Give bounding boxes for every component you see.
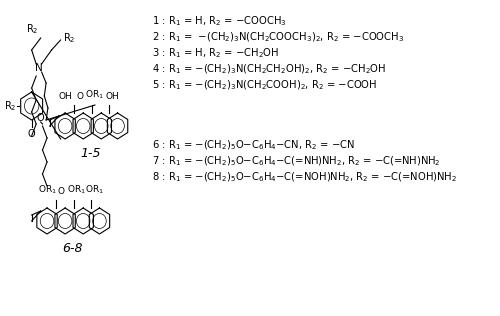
Text: O: O	[28, 129, 36, 139]
Text: OR$_1$: OR$_1$	[68, 184, 86, 196]
Text: R$_2$: R$_2$	[26, 22, 39, 36]
Text: 6 : R$_1$ = −(CH$_2$)$_5$O−C$_6$H$_4$−CN, R$_2$ = −CN: 6 : R$_1$ = −(CH$_2$)$_5$O−C$_6$H$_4$−CN…	[152, 138, 355, 152]
Text: R$_2$: R$_2$	[4, 99, 16, 113]
Text: 5 : R$_1$ = −(CH$_2$)$_3$N(CH$_2$COOH)$_2$, R$_2$ = −COOH: 5 : R$_1$ = −(CH$_2$)$_3$N(CH$_2$COOH)$_…	[152, 78, 378, 92]
Text: N: N	[35, 63, 43, 73]
Text: O: O	[37, 113, 44, 123]
Text: 1 : R$_1$ = H, R$_2$ = −COOCH$_3$: 1 : R$_1$ = H, R$_2$ = −COOCH$_3$	[152, 14, 286, 28]
Text: 8 : R$_1$ = −(CH$_2$)$_5$O−C$_6$H$_4$−C(=NOH)NH$_2$, R$_2$ = −C(=NOH)NH$_2$: 8 : R$_1$ = −(CH$_2$)$_5$O−C$_6$H$_4$−C(…	[152, 170, 457, 184]
Text: 6-8: 6-8	[62, 242, 82, 255]
Text: O: O	[76, 92, 83, 101]
Text: 3 : R$_1$ = H, R$_2$ = −CH$_2$OH: 3 : R$_1$ = H, R$_2$ = −CH$_2$OH	[152, 46, 279, 60]
Text: 4 : R$_1$ = −(CH$_2$)$_3$N(CH$_2$CH$_2$OH)$_2$, R$_2$ = −CH$_2$OH: 4 : R$_1$ = −(CH$_2$)$_3$N(CH$_2$CH$_2$O…	[152, 62, 386, 76]
Text: 2 : R$_1$ =  −(CH$_2$)$_3$N(CH$_2$COOCH$_3$)$_2$, R$_2$ = −COOCH$_3$: 2 : R$_1$ = −(CH$_2$)$_3$N(CH$_2$COOCH$_…	[152, 30, 405, 44]
Text: OR$_1$: OR$_1$	[86, 88, 104, 101]
Text: 1-5: 1-5	[80, 147, 100, 160]
Text: 7 : R$_1$ = −(CH$_2$)$_5$O−C$_6$H$_4$−C(=NH)NH$_2$, R$_2$ = −C(=NH)NH$_2$: 7 : R$_1$ = −(CH$_2$)$_5$O−C$_6$H$_4$−C(…	[152, 154, 440, 167]
Text: OR$_1$: OR$_1$	[84, 184, 103, 196]
Text: R$_2$: R$_2$	[64, 31, 76, 45]
Text: O: O	[58, 187, 65, 196]
Text: OH: OH	[106, 92, 119, 101]
Text: OH: OH	[58, 92, 72, 101]
Text: OR$_1$: OR$_1$	[38, 184, 56, 196]
